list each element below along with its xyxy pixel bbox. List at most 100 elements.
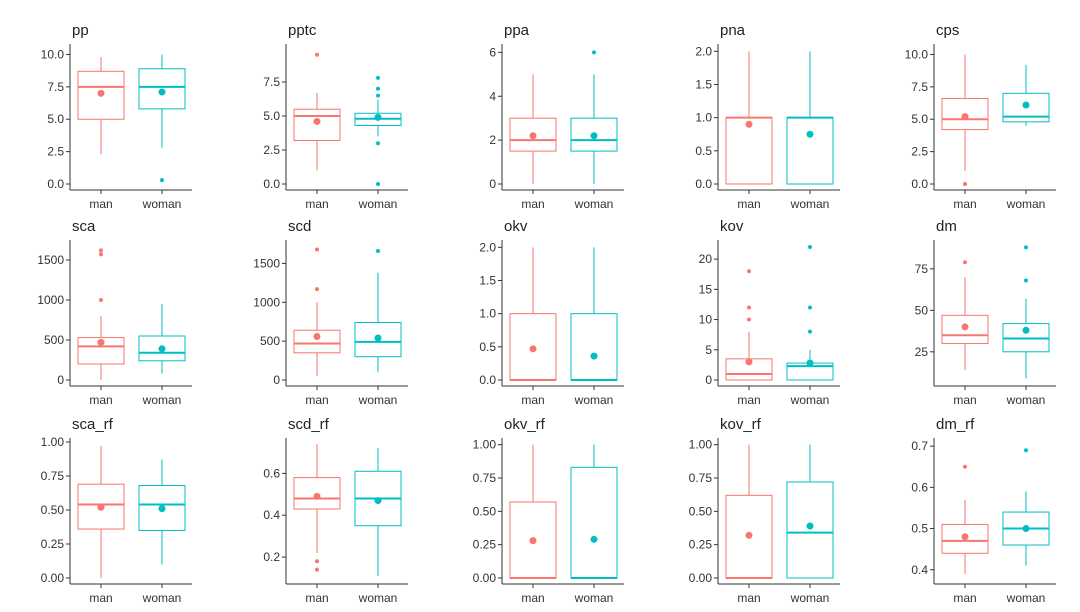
y-tick-label: 7.5: [47, 80, 64, 94]
outlier-point: [747, 269, 751, 274]
panel-title: cps: [936, 22, 960, 39]
outlier-point: [808, 329, 812, 334]
panel-pp: pp 0.0 2.5 5.0 7.5 10.0 man woman: [0, 18, 216, 218]
x-tick-label-woman: woman: [358, 197, 398, 211]
mean-point: [590, 352, 598, 360]
panel-plot: 0 2 4 6 man woman: [489, 44, 624, 211]
mean-point: [97, 503, 105, 511]
box-woman: [138, 304, 186, 374]
panel-plot: 0.00 0.25 0.50 0.75 1.00 man woman: [473, 438, 624, 605]
mean-point: [806, 522, 814, 530]
box-woman: [570, 50, 618, 184]
x-tick-label-man: man: [305, 197, 328, 211]
box-woman: [570, 247, 618, 381]
outlier-point: [747, 305, 751, 310]
mean-point: [1022, 326, 1030, 334]
y-tick-label: 20: [699, 252, 713, 266]
y-tick-label: 10: [699, 313, 713, 327]
x-tick-label-woman: woman: [790, 393, 830, 407]
panel-title: kov_rf: [720, 416, 761, 433]
panel-plot: 0.4 0.5 0.6 0.7 man woman: [911, 438, 1056, 605]
y-tick-label: 4: [489, 89, 496, 103]
x-tick-label-woman: woman: [1006, 197, 1046, 211]
y-tick-label: 0.50: [689, 504, 713, 518]
y-tick-label: 2.5: [911, 145, 928, 159]
outlier-point: [963, 260, 967, 265]
panel-title: okv_rf: [504, 416, 545, 433]
panel-title: pp: [72, 22, 89, 39]
box-man: [725, 51, 773, 185]
box-man: [77, 57, 125, 155]
y-tick-label: 10.0: [41, 47, 65, 61]
panel-title: sca_rf: [72, 416, 113, 433]
mean-point: [529, 345, 537, 353]
panel-scd: scd 0 500 1000 1500 man woman: [216, 214, 432, 414]
y-tick-label: 0.50: [41, 503, 65, 517]
box-man: [941, 464, 989, 574]
box-man: [941, 54, 989, 186]
mean-point: [374, 334, 382, 342]
mean-point: [158, 88, 166, 96]
x-tick-label-man: man: [305, 591, 328, 605]
box-man: [725, 269, 773, 381]
x-tick-label-man: man: [89, 393, 112, 407]
y-tick-label: 25: [915, 345, 929, 359]
panel-title: sca: [72, 218, 96, 235]
outlier-point: [747, 317, 751, 322]
box-man: [509, 444, 557, 579]
box-woman: [354, 248, 402, 373]
x-tick-label-woman: woman: [142, 197, 182, 211]
y-tick-label: 7.5: [911, 80, 928, 94]
y-tick-label: 0: [489, 177, 496, 191]
mean-point: [313, 117, 321, 125]
panel-plot: 0.2 0.4 0.6 man woman: [263, 438, 408, 605]
panel-title: dm_rf: [936, 416, 975, 433]
panel-title: ppa: [504, 22, 530, 39]
y-tick-label: 2.5: [47, 145, 64, 159]
y-tick-label: 0.6: [263, 466, 280, 480]
mean-point: [313, 332, 321, 340]
panel-title: kov: [720, 218, 744, 235]
mean-point: [590, 535, 598, 543]
y-tick-label: 5.0: [911, 112, 928, 126]
x-tick-label-man: man: [737, 591, 760, 605]
y-tick-label: 1000: [253, 295, 280, 309]
box-woman: [570, 444, 618, 579]
panel-dm-rf: dm_rf 0.4 0.5 0.6 0.7 man woman: [864, 412, 1080, 612]
box-woman: [138, 54, 186, 183]
y-tick-label: 0.0: [479, 373, 496, 387]
box-woman: [354, 75, 402, 186]
y-tick-label: 0.0: [911, 177, 928, 191]
y-tick-label: 50: [915, 303, 929, 317]
x-tick-label-man: man: [737, 197, 760, 211]
mean-point: [806, 130, 814, 138]
x-tick-label-man: man: [521, 393, 544, 407]
box-man: [941, 260, 989, 371]
outlier-point: [376, 141, 380, 146]
y-tick-label: 0.25: [689, 538, 713, 552]
outlier-point: [376, 75, 380, 80]
x-tick-label-man: man: [89, 591, 112, 605]
outlier-point: [315, 287, 319, 292]
x-tick-label-woman: woman: [1006, 393, 1046, 407]
x-tick-label-man: man: [305, 393, 328, 407]
y-tick-label: 0.75: [689, 471, 713, 485]
y-tick-label: 2.5: [263, 143, 280, 157]
x-tick-label-woman: woman: [574, 591, 614, 605]
panel-plot: 0.0 2.5 5.0 7.5 10.0 man woman: [905, 44, 1056, 211]
y-tick-label: 2.0: [695, 44, 712, 58]
box-man: [77, 248, 125, 380]
y-tick-label: 0.0: [47, 177, 64, 191]
box-man: [509, 247, 557, 381]
box-iqr: [725, 117, 773, 185]
panel-sca-rf: sca_rf 0.00 0.25 0.50 0.75 1.00 man woman: [0, 412, 216, 612]
panel-ppa: ppa 0 2 4 6 man woman: [432, 18, 648, 218]
y-tick-label: 6: [489, 45, 496, 59]
y-tick-label: 0.5: [911, 522, 928, 536]
outlier-point: [963, 464, 967, 469]
panel-title: scd_rf: [288, 416, 329, 433]
y-tick-label: 1.00: [41, 435, 65, 449]
box-woman: [786, 245, 834, 381]
outlier-point: [1024, 278, 1028, 283]
x-tick-label-woman: woman: [142, 591, 182, 605]
